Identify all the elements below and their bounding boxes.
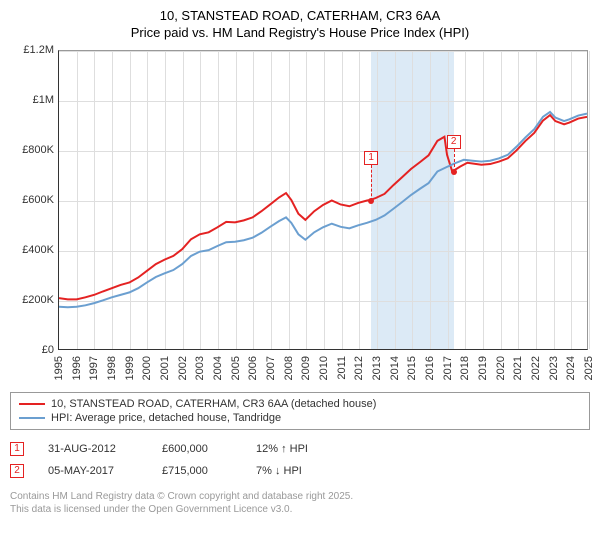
marker-index-box: 2	[447, 135, 461, 149]
x-axis-label: 1999	[124, 356, 136, 380]
transaction-diff: 7% ↓ HPI	[256, 465, 336, 477]
x-axis-label: 2023	[548, 356, 560, 380]
title-line-2: Price paid vs. HM Land Registry's House …	[10, 25, 590, 42]
footer-line-1: Contains HM Land Registry data © Crown c…	[10, 490, 590, 503]
footer-line-2: This data is licensed under the Open Gov…	[10, 503, 590, 516]
y-axis-label: £200K	[22, 294, 54, 306]
x-axis-label: 2022	[530, 356, 542, 380]
x-axis-label: 2006	[247, 356, 259, 380]
x-axis-label: 1996	[71, 356, 83, 380]
x-axis-label: 2016	[424, 356, 436, 380]
x-axis-label: 1998	[106, 356, 118, 380]
y-axis-label: £1M	[33, 94, 54, 106]
x-axis-label: 2015	[406, 356, 418, 380]
legend-swatch	[19, 403, 45, 405]
x-axis-label: 2018	[459, 356, 471, 380]
legend: 10, STANSTEAD ROAD, CATERHAM, CR3 6AA (d…	[10, 392, 590, 430]
legend-label: 10, STANSTEAD ROAD, CATERHAM, CR3 6AA (d…	[51, 398, 376, 410]
legend-label: HPI: Average price, detached house, Tand…	[51, 412, 281, 424]
y-axis-label: £400K	[22, 244, 54, 256]
x-axis-label: 2013	[371, 356, 383, 380]
marker-dot	[368, 198, 374, 204]
series-property	[59, 115, 587, 299]
title-line-1: 10, STANSTEAD ROAD, CATERHAM, CR3 6AA	[10, 8, 590, 25]
x-axis-label: 2014	[389, 356, 401, 380]
transaction-date: 31-AUG-2012	[48, 443, 138, 455]
x-axis-label: 2021	[512, 356, 524, 380]
gridline-v	[589, 51, 590, 349]
x-axis-label: 2004	[212, 356, 224, 380]
transaction-index: 1	[10, 442, 24, 456]
x-axis-label: 2009	[300, 356, 312, 380]
x-axis-label: 2003	[194, 356, 206, 380]
y-axis-label: £1.2M	[23, 44, 54, 56]
x-axis-label: 2007	[265, 356, 277, 380]
x-axis-label: 2020	[495, 356, 507, 380]
transaction-row: 1 31-AUG-2012 £600,000 12% ↑ HPI	[10, 438, 590, 460]
legend-row: HPI: Average price, detached house, Tand…	[19, 411, 581, 425]
x-axis-label: 2011	[336, 356, 348, 380]
legend-swatch	[19, 417, 45, 419]
x-axis-label: 2000	[141, 356, 153, 380]
transaction-table: 1 31-AUG-2012 £600,000 12% ↑ HPI 2 05-MAY-201…	[10, 438, 590, 482]
line-series-svg	[59, 51, 587, 349]
x-axis-label: 2001	[159, 356, 171, 380]
transaction-diff: 12% ↑ HPI	[256, 443, 336, 455]
y-axis-label: £800K	[22, 144, 54, 156]
x-axis-label: 2019	[477, 356, 489, 380]
transaction-date: 05-MAY-2017	[48, 465, 138, 477]
x-axis-label: 2024	[565, 356, 577, 380]
marker-guideline	[371, 165, 372, 201]
x-axis-label: 2005	[230, 356, 242, 380]
y-axis-label: £600K	[22, 194, 54, 206]
x-axis-label: 2017	[442, 356, 454, 380]
transaction-price: £715,000	[162, 465, 232, 477]
x-axis-label: 1997	[88, 356, 100, 380]
legend-row: 10, STANSTEAD ROAD, CATERHAM, CR3 6AA (d…	[19, 397, 581, 411]
y-axis-label: £0	[42, 344, 54, 356]
marker-index-box: 1	[364, 151, 378, 165]
x-axis-label: 2008	[283, 356, 295, 380]
x-axis-label: 2012	[353, 356, 365, 380]
x-axis-label: 2025	[583, 356, 595, 380]
x-axis-label: 2010	[318, 356, 330, 380]
transaction-price: £600,000	[162, 443, 232, 455]
chart-title: 10, STANSTEAD ROAD, CATERHAM, CR3 6AA Pr…	[10, 8, 590, 42]
x-axis-label: 1995	[53, 356, 65, 380]
chart-container: 10, STANSTEAD ROAD, CATERHAM, CR3 6AA Pr…	[0, 0, 600, 522]
attribution-footer: Contains HM Land Registry data © Crown c…	[10, 490, 590, 516]
transaction-row: 2 05-MAY-2017 £715,000 7% ↓ HPI	[10, 460, 590, 482]
plot-area: 12	[58, 50, 588, 350]
x-axis-label: 2002	[177, 356, 189, 380]
transaction-index: 2	[10, 464, 24, 478]
marker-dot	[451, 169, 457, 175]
chart-area: 12 £0£200K£400K£600K£800K£1M£1.2M1995199…	[10, 50, 588, 380]
